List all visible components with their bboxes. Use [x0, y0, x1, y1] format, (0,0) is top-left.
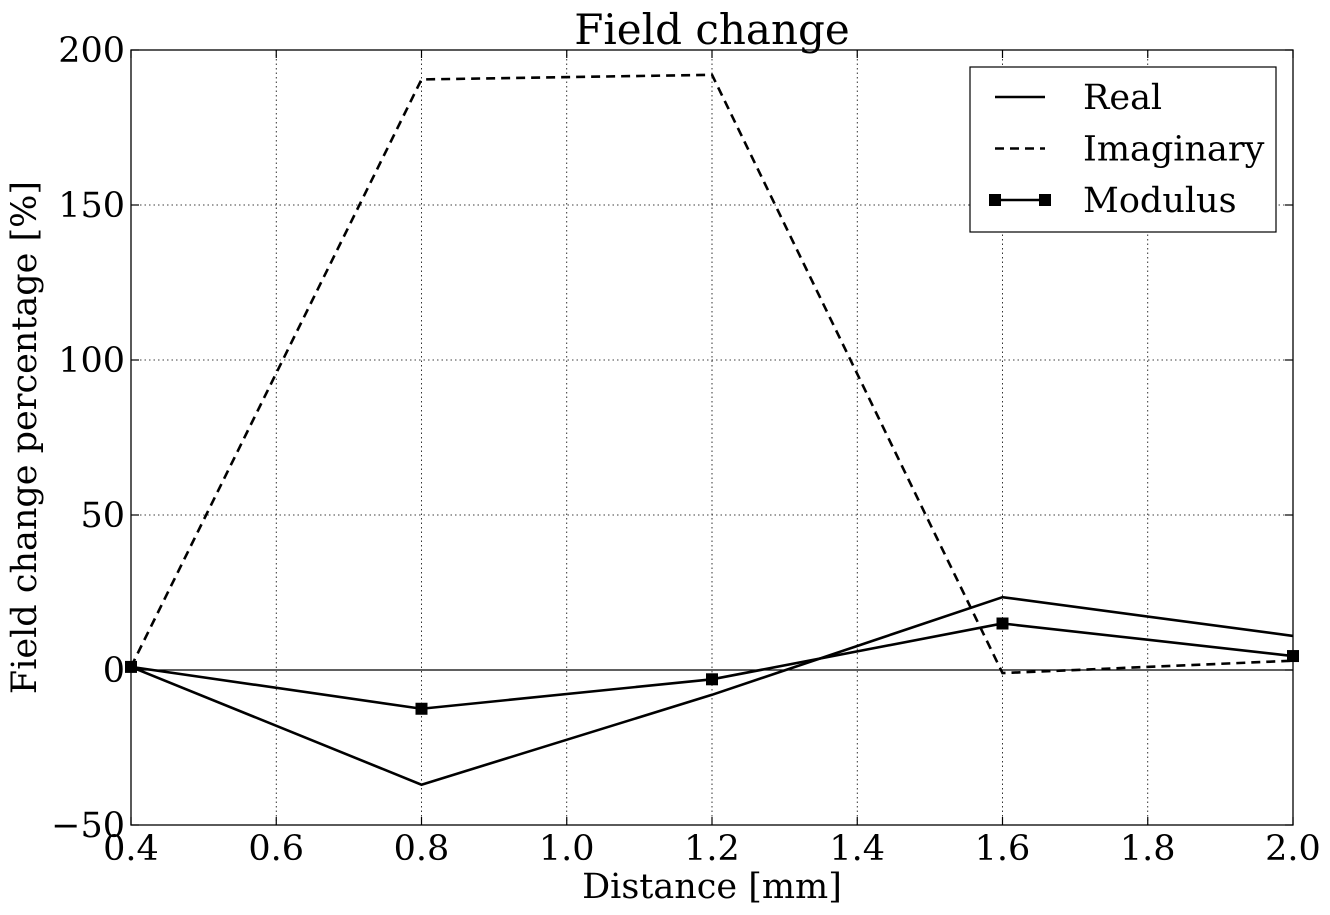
- y-tick-label: 150: [58, 186, 125, 226]
- y-tick-label: 50: [80, 496, 125, 536]
- ticks: 0.4 0.6 0.8 1.0 1.2 1.4 1.6 1.8 2.0 −50 0 50 100 150 2…: [51, 31, 1321, 869]
- y-tick-label: 0: [103, 651, 125, 691]
- x-tick-label: 2.0: [1265, 829, 1321, 869]
- x-tick-label: 1.6: [975, 829, 1031, 869]
- series-line-real: [130, 595, 1294, 787]
- x-axis-label: Distance [mm]: [582, 867, 842, 907]
- legend-marker-modulus: [989, 194, 1001, 206]
- x-tick-label: 0.8: [394, 829, 450, 869]
- x-tick-label: 1.0: [539, 829, 595, 869]
- x-tick-label: 1.8: [1120, 829, 1176, 869]
- y-tick-label: −50: [51, 806, 125, 846]
- data-point-modulus: [996, 617, 1009, 630]
- legend: Real Imaginary Modulus: [969, 66, 1277, 233]
- x-tick-label: 1.4: [829, 829, 885, 869]
- y-tick-label: 200: [58, 31, 125, 71]
- series-layer: [125, 73, 1299, 787]
- series-line-imaginary: [129, 73, 1294, 675]
- legend-box: [969, 66, 1277, 233]
- x-tick-label: 1.2: [684, 829, 740, 869]
- x-tick-label: 0.6: [248, 829, 304, 869]
- legend-label-real: Real: [1083, 78, 1162, 118]
- y-axis-label: Field change percentage [%]: [5, 181, 45, 694]
- legend-marker-modulus: [1039, 194, 1051, 206]
- data-point-modulus: [706, 673, 718, 686]
- chart-title: Field change: [574, 5, 850, 54]
- legend-label-imaginary: Imaginary: [1083, 130, 1265, 170]
- legend-label-modulus: Modulus: [1083, 181, 1237, 221]
- data-point-modulus: [415, 702, 428, 715]
- x-tick-label: 0.4: [103, 829, 159, 869]
- y-tick-label: 100: [58, 341, 125, 381]
